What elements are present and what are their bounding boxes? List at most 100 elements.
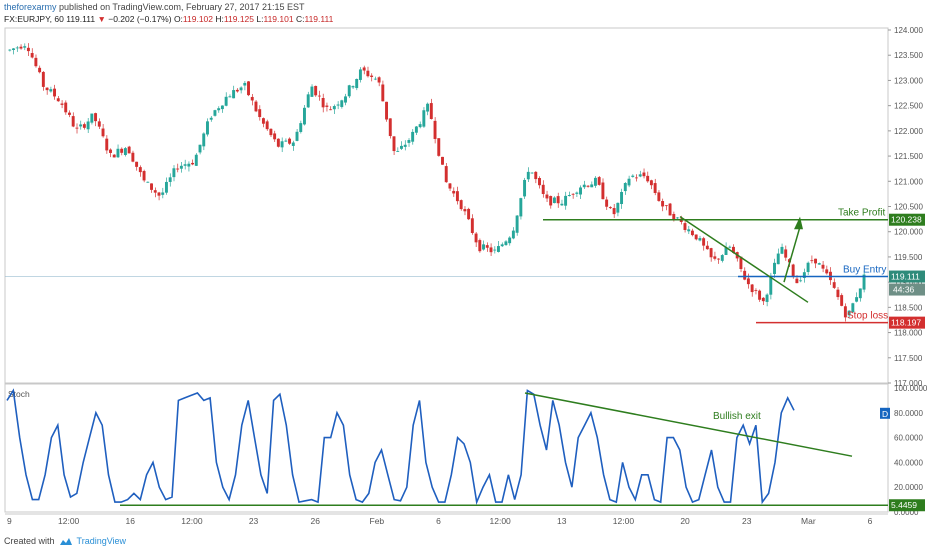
candle	[780, 246, 784, 254]
candle	[303, 107, 306, 125]
open-label: O:	[173, 14, 183, 24]
candle	[127, 146, 131, 154]
candle	[474, 233, 478, 243]
candle	[448, 183, 452, 189]
time-tick-label: 13	[557, 516, 567, 526]
candle	[567, 195, 571, 197]
price-pane-frame	[4, 27, 889, 384]
candle	[407, 140, 411, 143]
candle	[261, 118, 265, 124]
candle	[377, 77, 381, 83]
downtrend-line	[679, 215, 809, 303]
candle	[220, 105, 224, 110]
candle	[321, 97, 325, 108]
candle	[317, 95, 321, 97]
candle	[191, 162, 195, 165]
candle	[739, 256, 743, 269]
close-value: 119.111	[304, 14, 334, 24]
candle	[351, 86, 355, 88]
candle	[653, 183, 657, 194]
price-tick-label: 119.000	[894, 278, 923, 287]
candle	[228, 96, 232, 98]
buy-entry-tag	[889, 270, 925, 283]
candle	[795, 278, 799, 284]
candle	[847, 310, 851, 316]
candle	[213, 110, 217, 116]
candle	[605, 199, 609, 207]
stop-loss-label: Stop loss	[847, 311, 888, 322]
candle	[325, 105, 329, 107]
candle	[157, 192, 161, 196]
author-link[interactable]: theforexarmy	[4, 2, 57, 12]
candle	[444, 166, 448, 183]
time-tick-label: 12:00	[181, 516, 203, 526]
candle	[806, 262, 810, 273]
candle	[832, 282, 836, 288]
candle	[728, 246, 732, 248]
candle	[198, 144, 202, 153]
candle	[642, 172, 646, 177]
price-tick-label: 121.500	[894, 152, 923, 161]
candle	[26, 47, 30, 52]
time-tick-label: 16	[126, 516, 136, 526]
candle	[631, 175, 635, 177]
candle	[840, 295, 844, 306]
candle	[19, 46, 23, 49]
take-profit-label: Take Profit	[838, 208, 885, 219]
candle	[523, 179, 527, 197]
candle	[549, 196, 553, 206]
price-tick-label: 124.000	[894, 26, 923, 35]
candle	[810, 260, 814, 262]
price-tick-label: 121.000	[894, 177, 923, 186]
candle	[534, 171, 538, 180]
candle	[75, 127, 79, 129]
candle	[392, 136, 396, 152]
candle	[732, 246, 735, 253]
candle	[422, 110, 426, 127]
candle	[638, 174, 642, 177]
candle	[15, 47, 19, 49]
candle	[623, 182, 627, 192]
candle	[575, 192, 579, 194]
oscillator-tick-label: 0.0000	[894, 508, 919, 517]
price-tick-label: 119.500	[894, 253, 923, 262]
time-tick-label: 20	[680, 516, 690, 526]
stoch-badge	[880, 407, 890, 419]
last-price: 119.111	[66, 14, 96, 24]
candle	[396, 151, 400, 152]
stoch-value-tag	[889, 499, 925, 512]
candle	[508, 237, 512, 244]
candle	[67, 112, 71, 115]
candle	[269, 128, 273, 136]
candle	[71, 116, 75, 127]
tradingview-link[interactable]: TradingView	[76, 536, 127, 546]
close-label: C:	[295, 14, 305, 24]
stoch-badge-text: D	[882, 409, 888, 419]
candle	[698, 238, 702, 241]
candle	[579, 187, 582, 195]
stoch-value-tag-text: 5.4459	[891, 500, 917, 510]
candle	[291, 142, 295, 146]
candle	[773, 262, 776, 274]
candle	[138, 167, 142, 173]
candle	[541, 184, 545, 195]
candle	[560, 203, 564, 206]
candle	[329, 109, 333, 111]
candle	[571, 193, 575, 195]
candle	[187, 163, 191, 167]
candle	[340, 100, 344, 107]
candle	[8, 49, 12, 51]
candle	[49, 89, 53, 92]
candle	[769, 275, 773, 295]
candle	[608, 207, 612, 209]
candle	[851, 303, 855, 313]
candle	[217, 108, 221, 111]
candle	[161, 192, 165, 195]
oscillator-tick-label: 40.0000	[894, 458, 923, 467]
publish-info: theforexarmy published on TradingView.co…	[4, 2, 305, 12]
price-tick-label: 122.000	[894, 127, 923, 136]
candle	[776, 253, 780, 265]
candle	[373, 78, 377, 80]
candle	[370, 75, 374, 77]
